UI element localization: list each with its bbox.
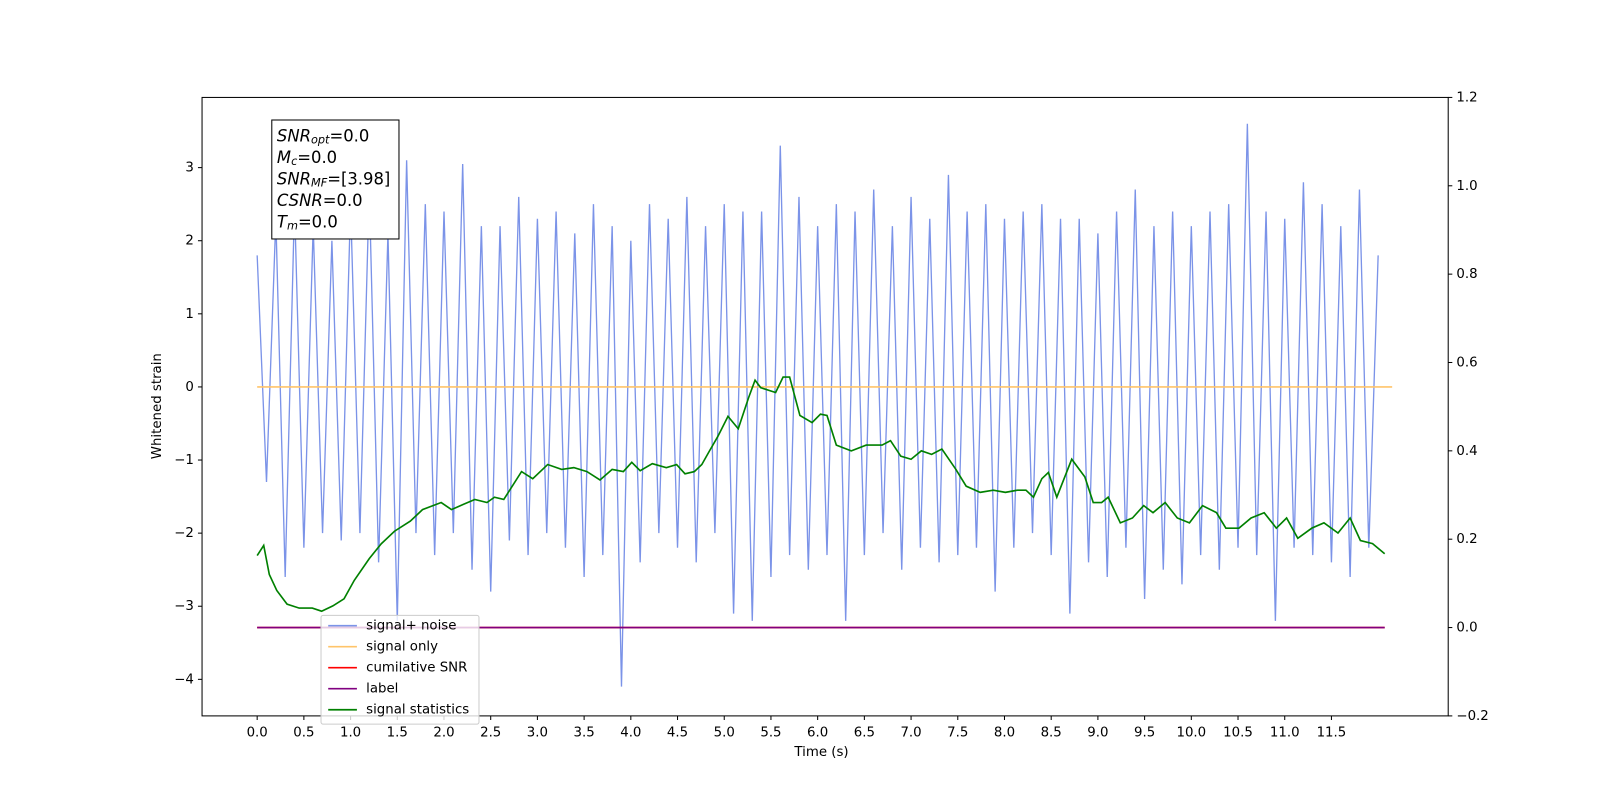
annotation-value: =0.0 — [329, 126, 369, 145]
legend-label: label — [366, 682, 398, 697]
x-tick-label: 9.5 — [1134, 725, 1155, 740]
x-tick-label: 2.0 — [433, 725, 454, 740]
x-tick-label: 6.5 — [854, 725, 875, 740]
x-tick-label: 7.0 — [900, 725, 921, 740]
y-tick-label: −4 — [174, 672, 194, 687]
x-tick-label: 11.0 — [1270, 725, 1300, 740]
y2-tick-label: 0.2 — [1456, 532, 1477, 547]
annotation-symbol: T — [277, 212, 289, 231]
x-tick-label: 8.0 — [994, 725, 1015, 740]
y2-tick-label: 0.4 — [1456, 444, 1477, 459]
x-tick-label: 10.0 — [1176, 725, 1206, 740]
y-axis-label: Whitened strain — [150, 353, 165, 459]
x-tick-label: 0.0 — [247, 725, 268, 740]
annotation-symbol: CSNR — [277, 191, 323, 210]
annotation-line: Mc=0.0 — [277, 147, 337, 168]
annotation-line: SNRopt=0.0 — [277, 126, 369, 147]
y-tick-label: −2 — [174, 526, 194, 541]
y2-tick-label: 0.6 — [1456, 355, 1477, 370]
x-tick-label: 3.5 — [574, 725, 595, 740]
annotation-value: =0.0 — [323, 191, 363, 210]
annotation-value: =0.0 — [298, 212, 338, 231]
annotation-value: =0.0 — [297, 147, 337, 166]
y2-tick-label: 1.2 — [1456, 90, 1477, 105]
x-tick-label: 1.5 — [387, 725, 408, 740]
x-tick-label: 0.5 — [293, 725, 314, 740]
x-tick-label: 7.5 — [947, 725, 968, 740]
annotation-subscript: c — [291, 155, 298, 168]
legend-label: signal+ noise — [366, 619, 456, 634]
legend-box — [320, 614, 480, 725]
series-line — [256, 123, 1379, 687]
x-tick-label: 2.5 — [480, 725, 501, 740]
x-tick-label: 5.5 — [760, 725, 781, 740]
y2-tick-label: 0.0 — [1456, 621, 1477, 636]
x-tick-label: 9.0 — [1087, 725, 1108, 740]
annotation-line: CSNR=0.0 — [277, 191, 363, 210]
x-tick-label: 8.5 — [1041, 725, 1062, 740]
y-tick-label: 3 — [185, 161, 193, 176]
annotation-subscript: MF — [311, 177, 328, 190]
annotation-subscript: opt — [311, 134, 330, 147]
annotation-line: Tm=0.0 — [277, 212, 338, 233]
x-tick-label: 4.5 — [667, 725, 688, 740]
y2-tick-label: 1.0 — [1456, 179, 1477, 194]
annotation-symbol: SNR — [277, 169, 311, 188]
x-tick-label: 6.0 — [807, 725, 828, 740]
y-tick-label: −3 — [174, 599, 194, 614]
y2-tick-label: 0.8 — [1456, 267, 1477, 282]
legend-label: signal only — [366, 640, 438, 655]
series-line — [256, 376, 1386, 613]
x-tick-label: 4.0 — [620, 725, 641, 740]
annotation-box — [271, 119, 400, 240]
x-tick-label: 10.5 — [1223, 725, 1253, 740]
y-tick-label: 0 — [185, 380, 193, 395]
annotation-subscript: m — [287, 220, 298, 233]
x-tick-label: 1.0 — [340, 725, 361, 740]
annotation-symbol: SNR — [277, 126, 311, 145]
annotation-symbol: M — [277, 147, 291, 166]
x-tick-label: 5.0 — [714, 725, 735, 740]
x-tick-label: 3.0 — [527, 725, 548, 740]
y2-tick-label: −0.2 — [1456, 709, 1488, 724]
plot-frame — [201, 96, 1449, 717]
x-axis-label: Time (s) — [793, 745, 848, 760]
y-tick-label: 2 — [185, 234, 193, 249]
legend-label: signal statistics — [366, 703, 469, 718]
annotation-line: SNRMF=[3.98] — [277, 169, 390, 190]
y-tick-label: −1 — [174, 453, 194, 468]
legend-label: cumilative SNR — [366, 661, 467, 676]
annotation-value: =[3.98] — [327, 169, 390, 188]
y-tick-label: 1 — [185, 307, 193, 322]
x-tick-label: 11.5 — [1317, 725, 1347, 740]
